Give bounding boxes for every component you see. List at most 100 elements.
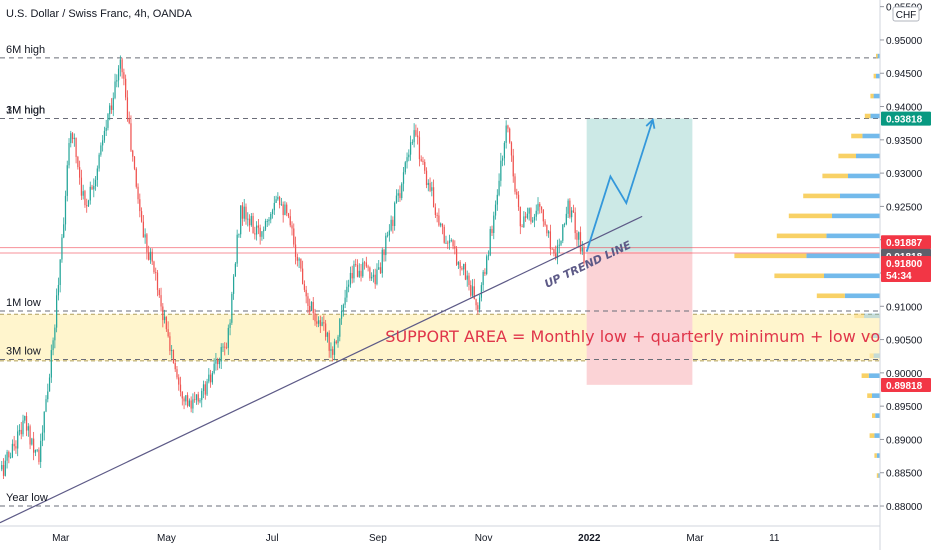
candle-body: [248, 218, 251, 226]
candle-body: [22, 420, 24, 435]
candle-body: [383, 249, 385, 256]
price-tick-label: 0.94500: [886, 69, 923, 80]
volume-profile-up-bar: [844, 293, 880, 299]
candle-body: [282, 204, 284, 216]
volume-profile-up-bar: [873, 353, 880, 359]
candle-body: [24, 416, 26, 421]
volume-profile-down-bar: [873, 73, 876, 79]
candle-body: [33, 438, 35, 453]
candle-body: [565, 213, 567, 225]
candle-body: [309, 305, 311, 311]
candle-body: [302, 268, 304, 285]
volume-profile-down-bar: [788, 213, 832, 219]
candle-body: [48, 377, 51, 392]
volume-profile-up-bar: [876, 73, 880, 79]
candle-body: [310, 301, 313, 311]
candle-body: [470, 285, 472, 296]
candle-body: [64, 195, 67, 225]
candle-body: [149, 251, 152, 260]
candle-body: [61, 237, 63, 260]
candle-body: [222, 346, 224, 348]
candle-body: [494, 204, 497, 216]
volume-profile-up-bar: [872, 393, 880, 398]
candle-body: [493, 215, 495, 233]
candle-body: [569, 200, 571, 218]
candle-body: [344, 297, 346, 305]
candle-body: [87, 200, 90, 207]
candle-body: [167, 329, 169, 337]
candle-body: [432, 187, 435, 208]
candle-body: [199, 400, 201, 402]
candle-body: [280, 204, 283, 206]
candle-body: [464, 263, 467, 280]
candle-body: [66, 165, 68, 196]
candle-body: [277, 197, 279, 200]
time-tick-label: 11: [769, 533, 780, 544]
price-tick-label: 0.93500: [886, 136, 923, 147]
volume-profile-down-bar: [869, 353, 874, 359]
price-tag-value: 0.89818: [886, 381, 923, 392]
candle-body: [125, 78, 127, 98]
candle-body: [20, 429, 22, 435]
candle-body: [348, 284, 350, 287]
candle-body: [259, 227, 261, 237]
candle-body: [151, 251, 153, 262]
volume-profile-up-bar: [877, 53, 880, 59]
currency-box: [892, 6, 920, 22]
candle-body: [379, 267, 382, 274]
candle-body: [579, 232, 582, 252]
candle-body: [454, 246, 456, 249]
volume-profile-down-bar: [874, 453, 877, 458]
candle-body: [381, 249, 383, 274]
volume-profile-down-bar: [816, 293, 845, 299]
candle-body: [544, 221, 546, 226]
candle-body: [2, 465, 5, 476]
candle-body: [546, 225, 548, 234]
volume-profile-up-bar: [840, 193, 880, 199]
candle-body: [86, 205, 88, 207]
candle-body: [316, 321, 318, 324]
candle-body: [234, 263, 236, 277]
candle-body: [404, 162, 406, 173]
volume-profile-up-bar: [826, 233, 880, 239]
volume-profile-up-bar: [875, 413, 880, 418]
candle-body: [194, 399, 196, 401]
candle-body: [254, 233, 256, 235]
volume-profile-down-bar: [776, 233, 827, 239]
candle-body: [452, 240, 454, 247]
candle-body: [500, 160, 502, 181]
candle-body: [303, 284, 306, 290]
candle-body: [27, 426, 29, 431]
candle-body: [296, 256, 298, 261]
candle-body: [314, 313, 316, 322]
candle-body: [509, 128, 511, 143]
candle-body: [137, 186, 139, 200]
candle-body: [581, 247, 583, 252]
candle-body: [349, 272, 352, 285]
candle-body: [355, 264, 357, 265]
volume-profile-down-bar: [861, 373, 869, 378]
candle-body: [268, 219, 270, 222]
candle-body: [1, 465, 3, 470]
candle-body: [498, 180, 500, 195]
candle-body: [179, 384, 182, 392]
candle-body: [105, 127, 107, 131]
candle-body: [418, 137, 421, 160]
candle-body: [245, 206, 247, 220]
candle-body: [178, 377, 180, 385]
volume-profile-down-bar: [838, 153, 856, 159]
candle-body: [326, 332, 329, 337]
candle-body: [367, 266, 369, 268]
candle-body: [385, 235, 387, 256]
candle-body: [525, 216, 527, 218]
candle-body: [102, 140, 104, 146]
candle-body: [505, 125, 507, 143]
candle-body: [388, 230, 390, 236]
candle-body: [270, 213, 272, 220]
candle-body: [225, 347, 228, 349]
candle-body: [287, 213, 290, 217]
candle-body: [542, 209, 544, 222]
